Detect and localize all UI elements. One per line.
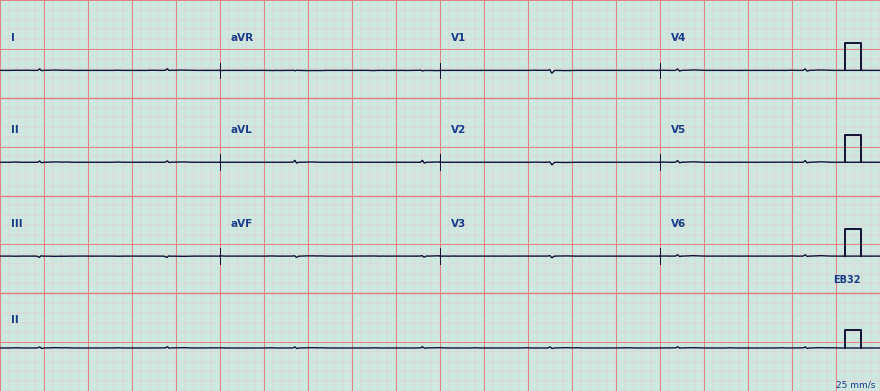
Text: II: II	[11, 125, 18, 135]
Text: V5: V5	[671, 125, 686, 135]
Text: III: III	[11, 219, 22, 229]
Text: aVR: aVR	[231, 33, 253, 43]
Text: V2: V2	[451, 125, 466, 135]
Text: V1: V1	[451, 33, 466, 43]
Text: aVL: aVL	[231, 125, 253, 135]
Text: 25 mm/s: 25 mm/s	[836, 380, 876, 389]
Text: aVF: aVF	[231, 219, 253, 229]
Text: II: II	[11, 315, 18, 325]
Text: I: I	[11, 33, 14, 43]
Text: V4: V4	[671, 33, 686, 43]
Text: V6: V6	[671, 219, 686, 229]
Text: V3: V3	[451, 219, 466, 229]
Text: EB32: EB32	[833, 276, 861, 285]
